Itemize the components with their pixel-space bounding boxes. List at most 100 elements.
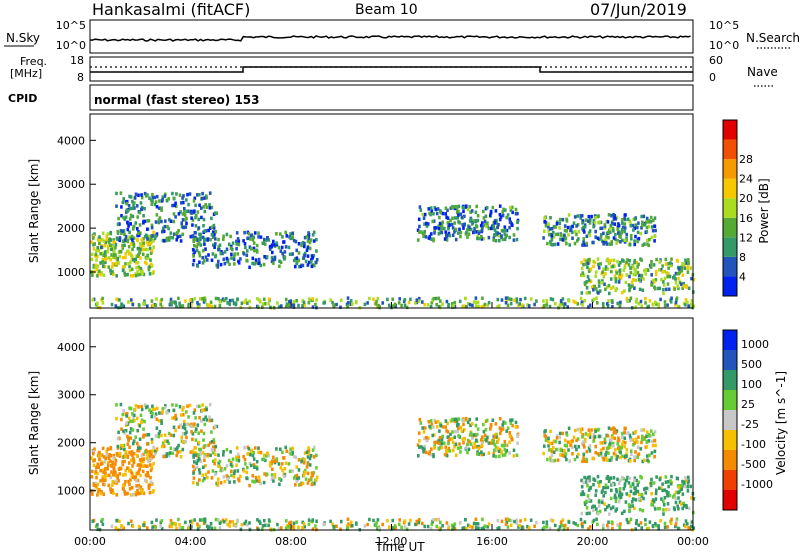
velocity-cell: [634, 521, 638, 526]
velocity-cell: [124, 412, 128, 416]
power-cell: [618, 274, 621, 279]
velocity-cell: [101, 446, 105, 451]
power-cell: [203, 242, 206, 246]
power-cell: [243, 242, 247, 246]
power-cell: [144, 194, 148, 198]
power-cell: [126, 239, 130, 243]
velocity-cell: [126, 454, 130, 459]
power-cell: [485, 224, 488, 228]
power-cell: [169, 219, 173, 223]
power-cell: [255, 243, 259, 248]
power-cell: [680, 268, 684, 273]
power-cell: [165, 199, 169, 203]
velocity-cell: [121, 483, 125, 487]
power-cell: [196, 303, 200, 307]
power-cell: [150, 202, 153, 206]
velocity-cell: [135, 453, 139, 458]
power-cell: [492, 238, 495, 242]
velocity-cell: [593, 478, 597, 482]
power-cell: [585, 280, 588, 284]
power-cell: [466, 207, 470, 212]
velocity-cell: [681, 479, 684, 484]
power-cell: [556, 242, 560, 246]
power-cell: [226, 259, 229, 263]
power-cell: [664, 257, 668, 262]
power-cell: [579, 216, 583, 220]
velocity-cell: [114, 462, 117, 466]
velocity-cell: [464, 518, 467, 522]
power-cell: [641, 220, 644, 224]
velocity-cell: [648, 453, 651, 458]
power-cell: [685, 285, 688, 289]
velocity-cell: [257, 479, 261, 483]
power-cell: [257, 235, 260, 239]
power-cell: [496, 297, 500, 302]
velocity-cell: [131, 464, 134, 468]
power-cell: [197, 226, 201, 230]
power-cell: [148, 196, 151, 200]
velocity-cell: [456, 446, 460, 450]
power-cell: [310, 254, 314, 258]
velocity-cell: [123, 492, 127, 496]
power-cell: [599, 220, 603, 225]
power-cell: [586, 275, 590, 279]
power-cell: [191, 218, 195, 222]
power-cell: [604, 265, 608, 269]
power-cell: [148, 234, 152, 239]
velocity-cell: [151, 449, 154, 453]
power-cell: [90, 257, 94, 262]
power-cell: [259, 235, 263, 239]
power-cell: [251, 256, 255, 261]
velocity-cell: [658, 486, 661, 490]
power-cell: [116, 222, 120, 227]
power-cell: [664, 262, 668, 266]
velocity-cell: [526, 525, 529, 529]
velocity-cell: [339, 527, 342, 531]
velocity-cell: [301, 481, 305, 486]
power-cell: [637, 262, 640, 267]
power-cell: [391, 304, 395, 308]
power-cell: [155, 205, 159, 209]
velocity-cell: [246, 452, 249, 456]
velocity-cell: [178, 449, 182, 454]
power-cell: [195, 213, 198, 218]
power-cell: [498, 217, 502, 222]
velocity-cell: [561, 518, 565, 522]
power-cell: [123, 232, 126, 237]
power-cell: [374, 302, 378, 306]
power-cell: [546, 241, 549, 246]
power-cell: [136, 273, 140, 277]
power-cell: [151, 234, 154, 238]
velocity-cell: [99, 469, 102, 473]
power-cell: [101, 296, 104, 301]
velocity-cell: [103, 483, 107, 487]
power-cell: [625, 260, 628, 265]
power-cell: [91, 298, 95, 302]
velocity-cell: [644, 491, 647, 495]
velocity-cell: [114, 526, 118, 530]
velocity-cell: [149, 468, 153, 473]
power-cell: [523, 296, 527, 301]
power-cell: [116, 258, 119, 263]
power-cell: [119, 229, 123, 233]
power-cell: [496, 231, 500, 235]
velocity-cell: [193, 408, 197, 412]
power-cell: [273, 257, 277, 262]
power-cell: [632, 228, 635, 232]
velocity-cell: [101, 517, 104, 522]
velocity-cell: [271, 475, 275, 480]
velocity-cell: [270, 473, 274, 477]
power-cell: [599, 226, 602, 231]
velocity-cell: [93, 447, 96, 451]
power-cell: [663, 300, 667, 304]
velocity-cell: [297, 525, 300, 529]
velocity-cell: [354, 521, 358, 525]
power-cell: [472, 300, 476, 304]
velocity-cell: [620, 446, 623, 450]
power-cell: [113, 262, 116, 267]
velocity-cell: [222, 520, 226, 524]
power-cell: [134, 192, 138, 196]
velocity-cell: [613, 429, 616, 433]
power-cell: [116, 229, 120, 234]
power-cell: [111, 245, 115, 249]
